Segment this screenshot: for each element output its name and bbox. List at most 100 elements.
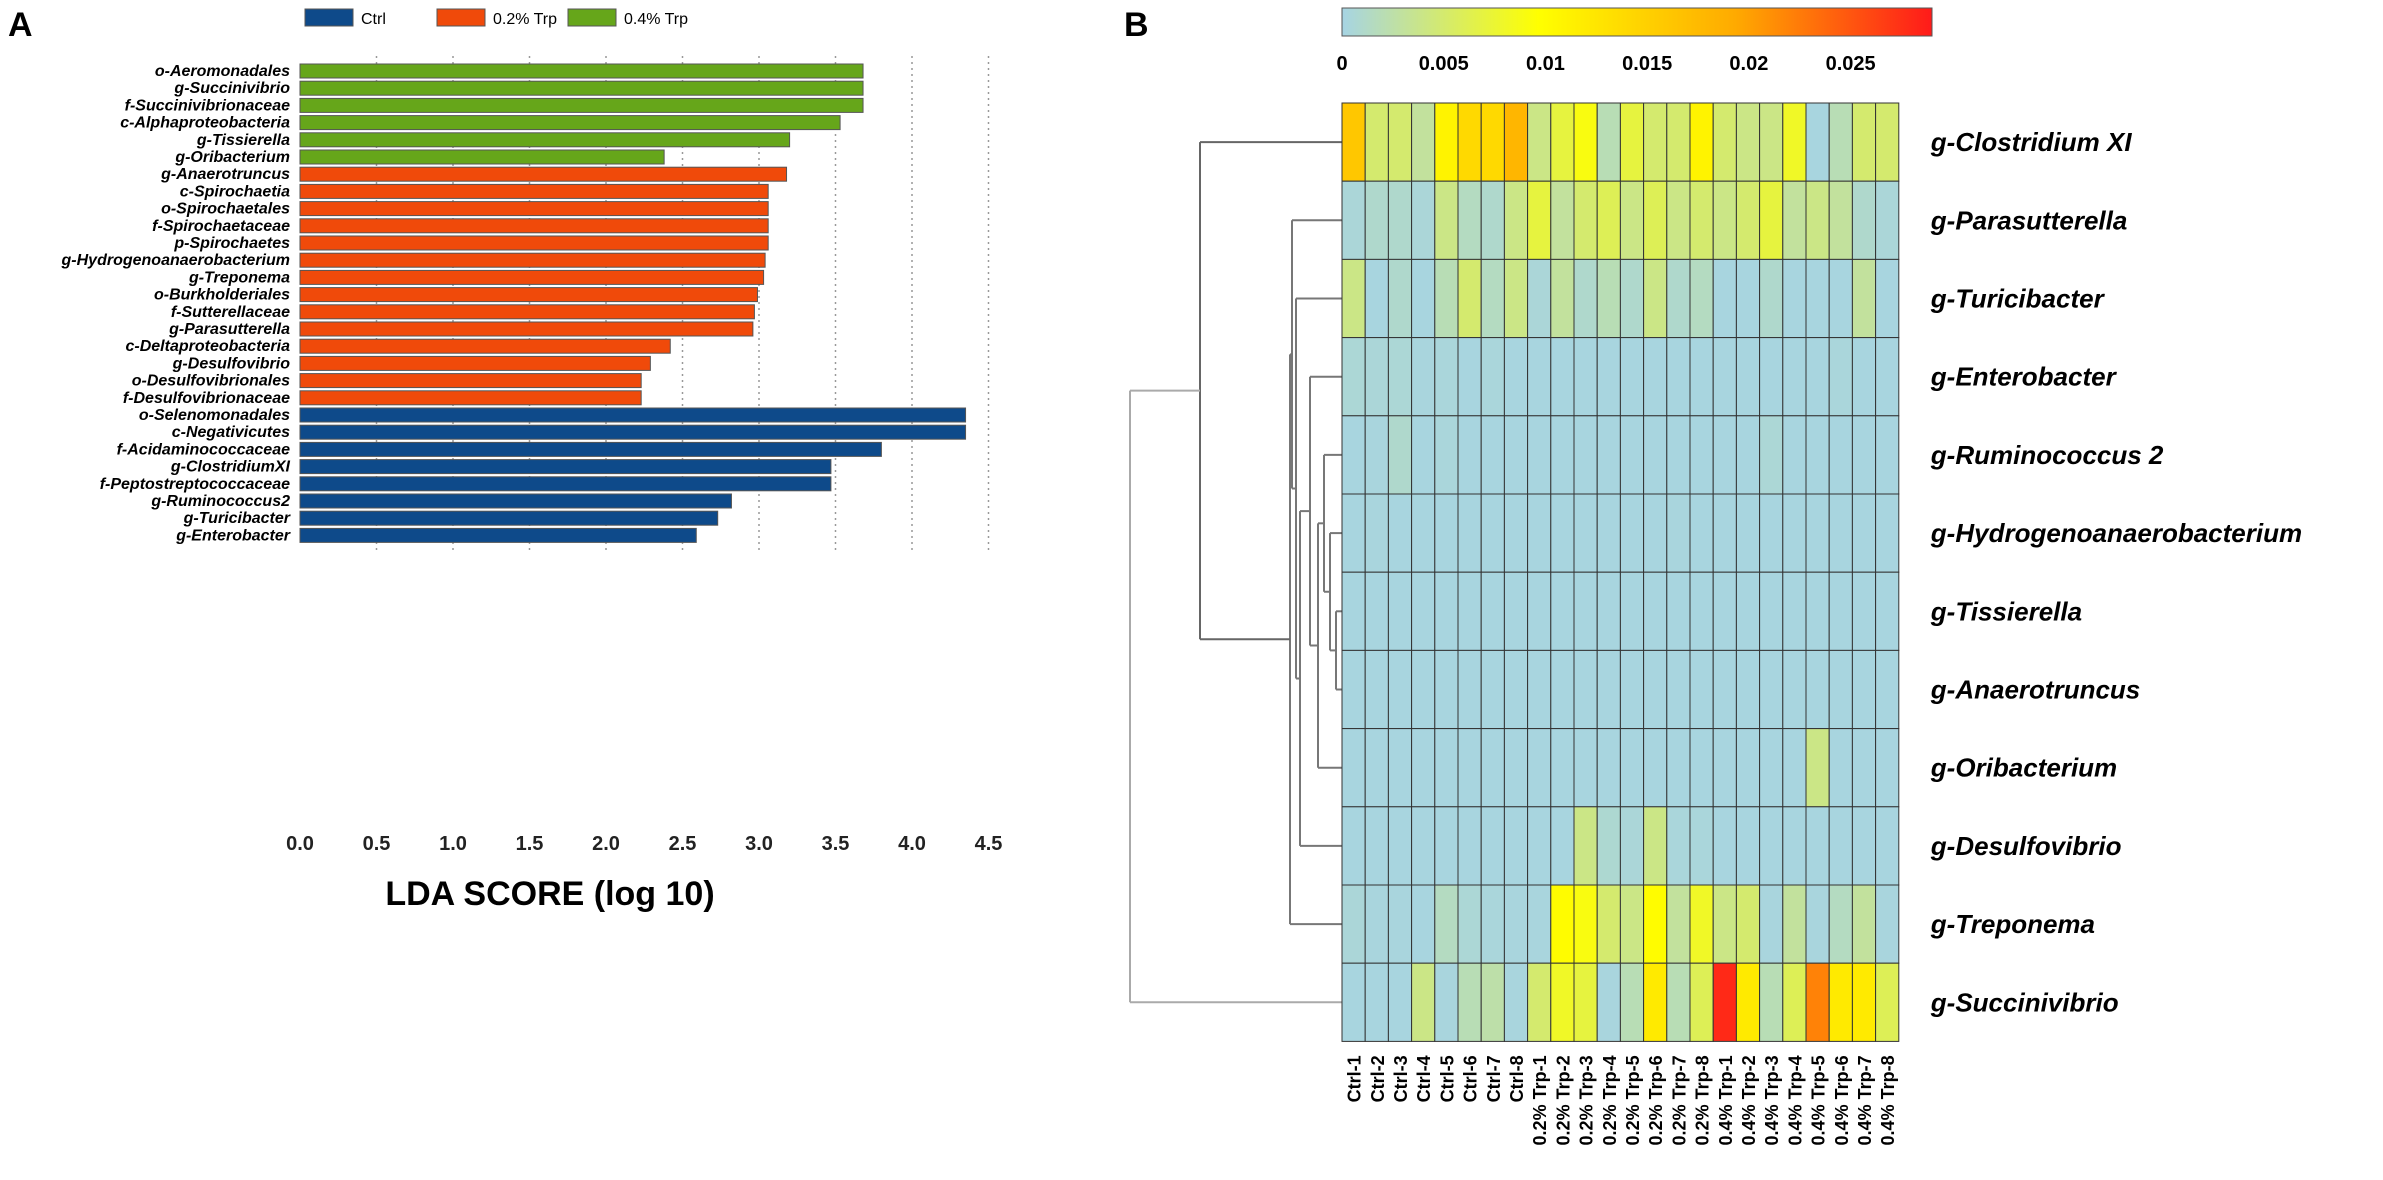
heatmap-cell <box>1364 571 1389 651</box>
heatmap-cell <box>1457 102 1482 182</box>
heatmap-cell <box>1759 493 1784 573</box>
heatmap-column-label: 0.4% Trp-8 <box>1878 1055 1898 1145</box>
lda-x-tick-label: 2.5 <box>669 833 697 855</box>
colorbar-tick-label: 0.01 <box>1526 53 1565 75</box>
heatmap-cell <box>1735 493 1761 573</box>
heatmap-cell <box>1666 415 1691 495</box>
heatmap-cell <box>1364 884 1389 964</box>
heatmap-cell <box>1735 728 1761 808</box>
heatmap-cell <box>1527 102 1552 182</box>
lda-bar <box>299 183 769 199</box>
legend-label: 0.4% Trp <box>624 11 688 28</box>
heatmap-column-label: Ctrl-4 <box>1414 1055 1434 1102</box>
heatmap-cell <box>1712 180 1737 260</box>
heatmap-cell <box>1712 102 1737 182</box>
colorbar-tick-label: 0.015 <box>1622 53 1672 75</box>
heatmap-cell <box>1828 806 1853 886</box>
heatmap-cell <box>1875 337 1900 417</box>
heatmap-cell <box>1805 102 1830 182</box>
lda-bar <box>299 218 769 234</box>
heatmap-cell <box>1828 493 1853 573</box>
heatmap-cell <box>1712 415 1737 495</box>
heatmap-cell <box>1851 337 1877 417</box>
heatmap-row-label: g-Treponema <box>1930 909 2095 939</box>
heatmap-cell <box>1619 102 1645 182</box>
heatmap-cell <box>1828 728 1853 808</box>
dendrogram <box>1129 141 1342 1004</box>
heatmap-cell <box>1619 180 1645 260</box>
heatmap-cell <box>1503 415 1529 495</box>
heatmap-cell <box>1596 493 1621 573</box>
heatmap-row-labels: g-Clostridium XI g-Parasutterella g-Turici… <box>1930 127 2302 1017</box>
heatmap-cell <box>1666 649 1691 730</box>
heatmap-cell <box>1805 962 1830 1042</box>
heatmap-cell <box>1689 102 1714 182</box>
lda-bar-label: g-ClostridiumXI <box>170 459 291 476</box>
legend-swatch <box>567 8 617 27</box>
heatmap-cell <box>1480 415 1505 495</box>
heatmap-cell <box>1782 571 1807 651</box>
legend-swatch <box>304 8 354 27</box>
heatmap-cell <box>1573 180 1598 260</box>
heatmap-column-label: 0.4% Trp-5 <box>1809 1055 1829 1145</box>
heatmap-cell <box>1875 258 1900 339</box>
heatmap-cell <box>1341 258 1366 339</box>
heatmap-cell <box>1805 258 1830 339</box>
heatmap-cell <box>1573 806 1598 886</box>
heatmap-cell <box>1341 884 1366 964</box>
heatmap-cell <box>1364 415 1389 495</box>
heatmap-cell <box>1643 493 1668 573</box>
heatmap-cell <box>1550 493 1575 573</box>
heatmap-cell <box>1434 728 1459 808</box>
heatmap-cell <box>1875 728 1900 808</box>
heatmap-cell <box>1828 337 1853 417</box>
heatmap-column-label: 0.2% Trp-7 <box>1669 1055 1689 1145</box>
heatmap-cell <box>1851 493 1877 573</box>
heatmap-cell <box>1851 258 1877 339</box>
lda-bar-label: c-Spirochaetia <box>180 183 290 200</box>
heatmap-cell <box>1851 884 1877 964</box>
heatmap-cell <box>1596 728 1621 808</box>
colorbar-tick-label: 0.025 <box>1826 53 1876 75</box>
heatmap-cell <box>1411 102 1436 182</box>
heatmap-cell <box>1503 337 1529 417</box>
lda-bar <box>299 269 765 285</box>
heatmap-cell <box>1782 415 1807 495</box>
heatmap-column-label: 0.4% Trp-6 <box>1832 1055 1852 1145</box>
heatmap-cell <box>1457 180 1482 260</box>
heatmap-cell <box>1782 493 1807 573</box>
heatmap-cell <box>1503 728 1529 808</box>
heatmap-cell <box>1643 258 1668 339</box>
heatmap-column-label: Ctrl-3 <box>1391 1055 1411 1102</box>
heatmap-cell <box>1527 571 1552 651</box>
heatmap-cell <box>1666 728 1691 808</box>
heatmap-cell <box>1573 258 1598 339</box>
heatmap-cell <box>1387 102 1413 182</box>
heatmap-cell <box>1596 962 1621 1042</box>
heatmap-cell <box>1735 649 1761 730</box>
heatmap-column-label: 0.2% Trp-4 <box>1600 1055 1620 1145</box>
heatmap-cell <box>1573 493 1598 573</box>
heatmap-cell <box>1689 415 1714 495</box>
panel-label-b: B <box>1124 6 1149 44</box>
heatmap-column-labels: Ctrl-1 Ctrl-2 Ctrl-3 Ctrl-4 Ctrl-5 Ctrl-6 Ctrl… <box>1345 1055 1899 1145</box>
heatmap-column-label: 0.4% Trp-7 <box>1855 1055 1875 1145</box>
heatmap-column-label: Ctrl-2 <box>1368 1055 1388 1102</box>
heatmap-cell <box>1619 884 1645 964</box>
heatmap-cell <box>1411 493 1436 573</box>
heatmap-cell <box>1457 258 1482 339</box>
lda-x-ticks: 0.0 0.5 1.0 1.5 2.0 2.5 3.0 3.5 4.0 4.5 <box>286 833 1002 855</box>
lda-bar-label: g-Anaerotruncus <box>160 166 290 183</box>
heatmap-cell <box>1759 180 1784 260</box>
heatmap-cell <box>1851 806 1877 886</box>
heatmap-column-label: 0.4% Trp-1 <box>1716 1055 1736 1145</box>
heatmap-row-label: g-Tissierella <box>1930 596 2082 626</box>
heatmap-column-label: 0.2% Trp-3 <box>1577 1055 1597 1145</box>
heatmap-cell <box>1875 962 1900 1042</box>
lda-bar-label: o-Desulfovibrionales <box>132 373 290 390</box>
heatmap-cell <box>1689 493 1714 573</box>
heatmap-cell <box>1689 728 1714 808</box>
heatmap-cell <box>1387 493 1413 573</box>
heatmap-cell <box>1411 806 1436 886</box>
lda-bar <box>299 510 719 526</box>
